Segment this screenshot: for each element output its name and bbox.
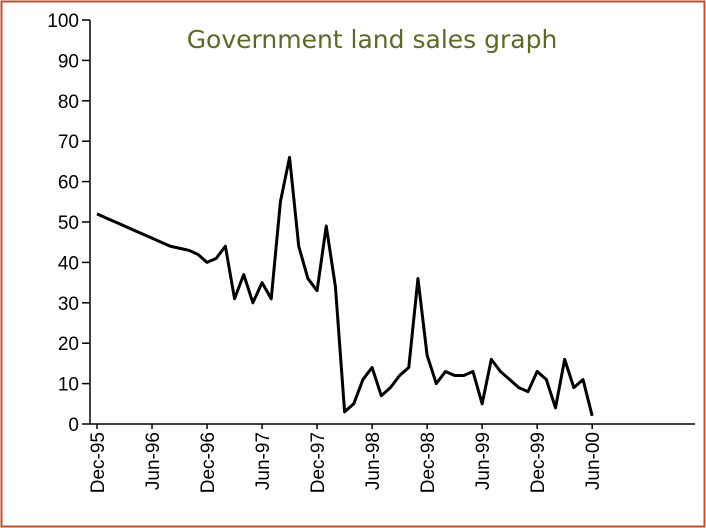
x-tick-label: Jun-98 <box>363 432 384 490</box>
x-tick-label: Dec-97 <box>308 432 329 493</box>
x-tick-label: Jun-00 <box>583 432 604 490</box>
chart-title: Government land sales graph <box>187 25 558 54</box>
y-tick-label: 0 <box>68 415 79 436</box>
y-tick-label: 100 <box>47 11 79 32</box>
data-line <box>96 155 594 417</box>
y-tick-label: 50 <box>58 213 79 234</box>
x-tick-label: Dec-99 <box>528 432 549 493</box>
x-tick-label: Jun-99 <box>473 432 494 490</box>
x-tick-label: Jun-97 <box>253 432 274 490</box>
y-tick-label: 40 <box>58 253 79 274</box>
y-tick-label: 80 <box>58 92 79 113</box>
y-tick-label: 60 <box>58 173 79 194</box>
x-tick-label: Dec-95 <box>88 432 109 493</box>
y-tick-label: 30 <box>58 294 79 315</box>
y-tick-label: 20 <box>58 334 79 355</box>
y-tick-label: 70 <box>58 132 79 153</box>
x-tick-label: Jun-96 <box>143 432 164 490</box>
x-tick-label: Dec-98 <box>418 432 439 493</box>
x-tick-label: Dec-96 <box>198 432 219 493</box>
y-tick-label: 90 <box>58 51 79 72</box>
y-tick-label: 10 <box>58 375 79 396</box>
